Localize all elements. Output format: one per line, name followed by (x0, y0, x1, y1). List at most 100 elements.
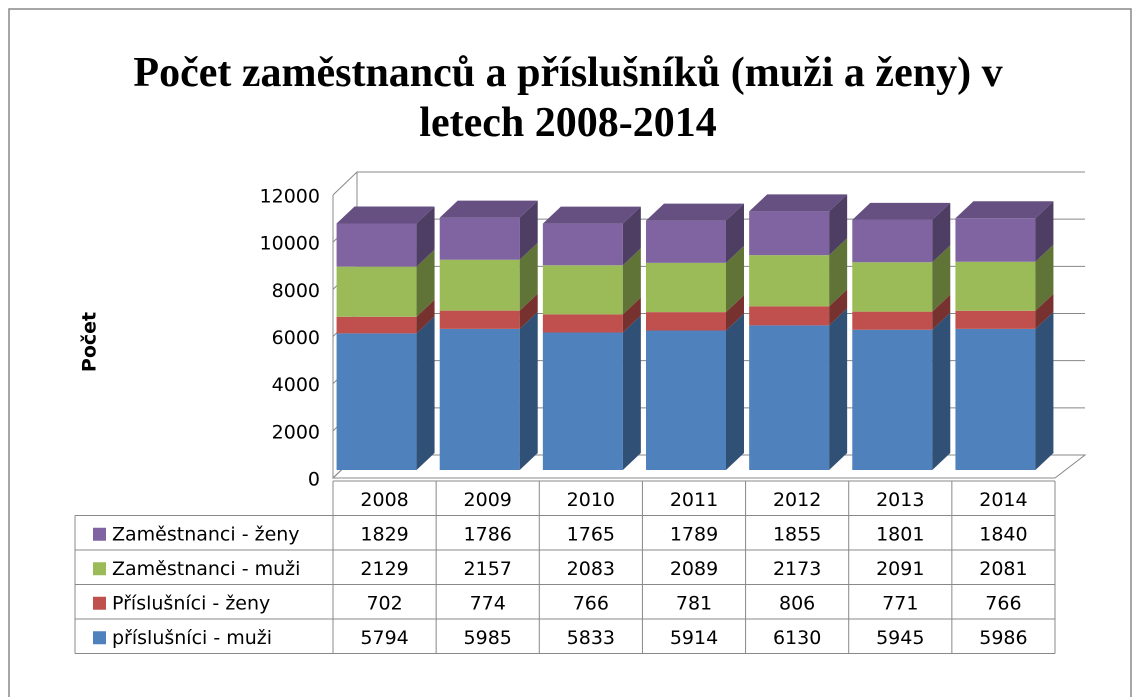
bar-face (519, 242, 538, 311)
bar-segment (852, 245, 951, 312)
bar-face (932, 294, 951, 330)
bar-face (955, 261, 1036, 311)
bar-segment (749, 194, 848, 256)
bar-face (829, 289, 848, 326)
bar-face (852, 311, 933, 330)
bar-face (749, 306, 830, 326)
bar-segment (336, 299, 435, 334)
legend-key (93, 562, 106, 576)
legend-key (93, 631, 106, 645)
bar-segment (439, 293, 538, 329)
bar-face (336, 316, 417, 334)
bar-face (646, 330, 726, 470)
bar-face (519, 293, 538, 329)
bar-face (646, 312, 726, 331)
bar-face (1035, 201, 1054, 262)
bar-face (622, 315, 641, 470)
legend-key (93, 527, 106, 541)
bar-face (1035, 244, 1054, 311)
bar-segment (542, 206, 641, 266)
x-tick-label: 2011 (670, 489, 718, 511)
bar-face (542, 314, 623, 333)
legend-label: Zaměstnanci - ženy (112, 523, 300, 545)
bar-segment (542, 297, 641, 333)
bar-face (646, 262, 726, 313)
bar-segment (955, 244, 1054, 311)
bar-face (439, 200, 538, 218)
grid-line (332, 171, 1085, 196)
bar-face (336, 223, 417, 267)
table-value: 6130 (773, 627, 821, 649)
legend-label: Příslušníci - ženy (112, 592, 270, 614)
bar-face (439, 328, 520, 470)
bar-face (749, 194, 848, 212)
bar-face (852, 202, 951, 220)
bar-segment (749, 308, 848, 470)
bar-face (932, 202, 951, 263)
x-tick-label: 2014 (979, 489, 1027, 511)
bar-face (726, 203, 744, 263)
table-value: 1840 (979, 523, 1027, 545)
y-tick-label: 8000 (272, 280, 320, 302)
bar-face (542, 265, 623, 315)
bar-face (416, 299, 435, 334)
bar-face (1035, 293, 1054, 329)
table-value: 5945 (876, 627, 924, 649)
bar-face (829, 238, 848, 307)
table-value: 1829 (360, 523, 408, 545)
table-value: 2157 (464, 558, 512, 580)
legend-key (93, 596, 106, 610)
bar-face (955, 218, 1036, 262)
bar-face (439, 310, 520, 329)
x-tick-label: 2008 (360, 489, 408, 511)
bar-face (416, 249, 435, 317)
y-tick-label: 10000 (260, 233, 320, 255)
table-value: 2091 (876, 558, 924, 580)
x-tick-label: 2013 (876, 489, 924, 511)
bar-segment (646, 203, 744, 263)
table-value: 1855 (773, 523, 821, 545)
bar-segment (852, 294, 951, 330)
x-tick-label: 2010 (567, 489, 615, 511)
table-value: 766 (985, 592, 1021, 614)
bar-segment (646, 295, 744, 331)
bar-face (439, 259, 520, 311)
bar-segment (955, 311, 1054, 470)
bar-segment (336, 249, 435, 317)
bar-face (622, 297, 641, 333)
bar-face (622, 248, 641, 315)
table-value: 806 (779, 592, 815, 614)
bar-face (646, 203, 744, 221)
y-tick-label: 6000 (272, 327, 320, 349)
bar-face (726, 313, 744, 470)
table-value: 5986 (979, 627, 1027, 649)
table-value: 1765 (567, 523, 615, 545)
y-axis-label: Počet (79, 312, 101, 372)
bar-face (542, 206, 641, 224)
bar-face (1035, 311, 1054, 470)
bar-face (439, 217, 520, 260)
bar-segment (439, 311, 538, 470)
table-value: 774 (470, 592, 506, 614)
bar-segment (336, 206, 435, 267)
bar-face (416, 206, 435, 267)
table-value: 1786 (464, 523, 512, 545)
legend-label: příslušníci - muži (112, 627, 272, 649)
bar-face (726, 295, 744, 331)
table-value: 2129 (360, 558, 408, 580)
chart-frame (8, 8, 1132, 697)
y-tick-label: 0 (308, 469, 320, 491)
table-value: 5833 (567, 627, 615, 649)
bar-face (726, 245, 744, 313)
bar-segment (542, 248, 641, 315)
y-tick-label: 2000 (272, 421, 320, 443)
bar-face (955, 310, 1036, 329)
bar-face (519, 200, 538, 260)
chart-title: Počet zaměstnanců a příslušníků (muži a … (133, 50, 1003, 146)
bar-segment (336, 316, 435, 470)
x-tick-label: 2012 (773, 489, 821, 511)
bar-face (955, 201, 1054, 219)
bar-face (416, 316, 435, 470)
bar-segment (439, 242, 538, 311)
